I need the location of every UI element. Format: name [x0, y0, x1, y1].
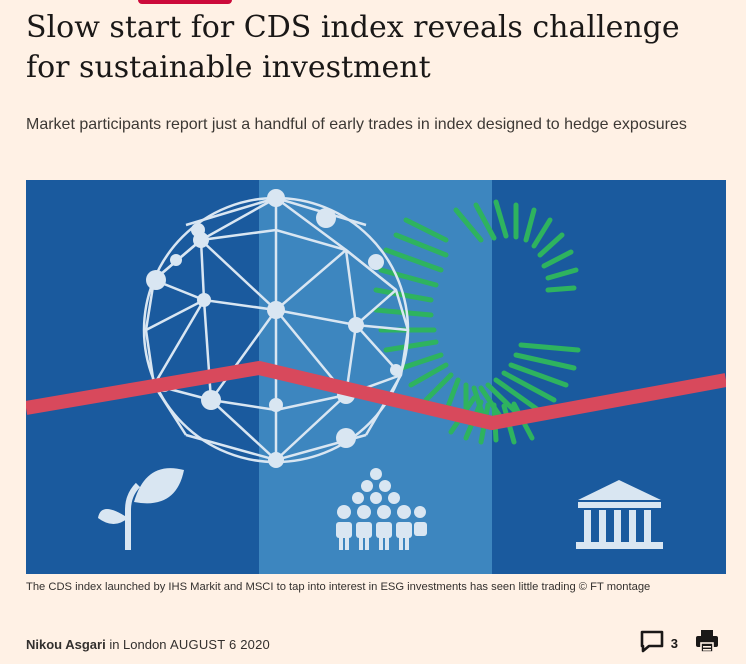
hero-illustration — [26, 180, 726, 574]
crowd-icon — [336, 468, 427, 550]
article-standfirst: Market participants report just a handfu… — [26, 116, 687, 133]
trend-line — [26, 361, 726, 430]
section-tab — [138, 0, 232, 4]
publish-date: AUGUST 6 2020 — [170, 637, 270, 652]
article-headline: Slow start for CDS index reveals challen… — [26, 10, 680, 85]
bank-icon — [576, 480, 663, 549]
author-link[interactable]: Nikou Asgari — [26, 637, 106, 652]
globe-nodes — [146, 189, 402, 468]
image-caption: The CDS index launched by IHS Markit and… — [26, 581, 651, 593]
print-button[interactable] — [694, 628, 720, 659]
comments-button[interactable]: 3 — [639, 629, 688, 658]
print-icon — [694, 628, 720, 659]
article-tools: 3 — [639, 628, 720, 658]
comment-count: 3 — [670, 635, 678, 651]
hero-image — [26, 180, 726, 574]
byline-location: in London — [105, 637, 171, 652]
byline: Nikou Asgari in London AUGUST 6 2020 — [26, 636, 270, 654]
plant-icon — [98, 468, 184, 550]
comment-icon — [639, 629, 665, 658]
